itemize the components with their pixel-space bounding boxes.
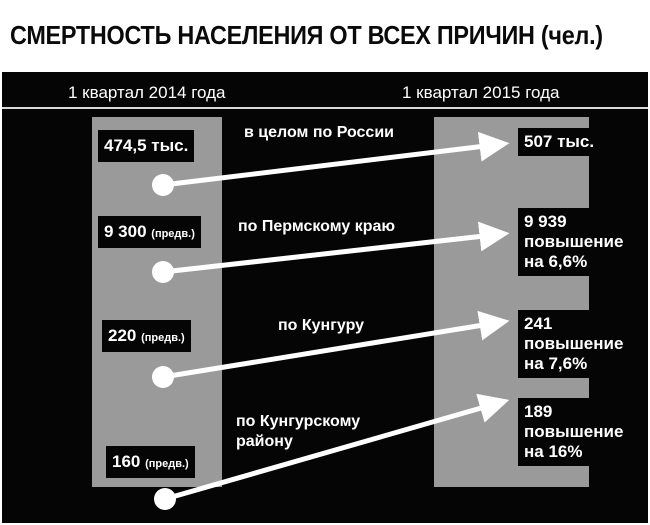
region-label-kungur-district-line-2: району xyxy=(236,433,293,450)
value-2015-perm: 9 939 повышение на 6,6% xyxy=(518,208,630,276)
region-label-kungur: по Кунгуру xyxy=(278,317,365,334)
value-2015-kungur-district: 189 повышение на 16% xyxy=(518,398,630,466)
value-2014-russia-number: 474,5 тыс. xyxy=(104,136,189,155)
arrow-russia xyxy=(152,131,510,196)
arrow-kungur-district xyxy=(154,393,510,510)
marker-dot-kungur xyxy=(152,366,174,388)
value-2015-perm-line-3: на 6,6% xyxy=(524,252,588,271)
arrow-perm xyxy=(152,221,510,283)
header-divider xyxy=(2,107,648,109)
value-2014-kungur: 220 (предв.) xyxy=(102,320,191,352)
arrow-kungur xyxy=(152,310,510,388)
value-2014-kungur-district-number: 160 xyxy=(112,452,141,471)
marker-dot-kungur-district xyxy=(154,488,176,510)
value-2015-kungur-line-1: 241 xyxy=(524,314,553,333)
column-header-2014: 1 квартал 2014 года xyxy=(68,83,226,102)
value-2014-kungur-note: (предв.) xyxy=(141,332,185,344)
marker-dot-russia xyxy=(152,174,174,196)
value-2015-perm-line-2: повышение xyxy=(524,232,624,251)
column-header-2015: 1 квартал 2015 года xyxy=(402,83,560,102)
value-2014-perm: 9 300 (предв.) xyxy=(98,216,201,248)
value-2014-kungur-number: 220 xyxy=(108,326,137,345)
value-2014-perm-number: 9 300 xyxy=(104,222,147,241)
region-label-perm: по Пермскому краю xyxy=(238,218,396,235)
value-2015-kungur-district-line-3: на 16% xyxy=(524,442,583,461)
value-2014-kungur-district-note: (предв.) xyxy=(145,458,189,470)
value-2015-kungur-line-2: повышение xyxy=(524,334,624,353)
page-title: СМЕРТНОСТЬ НАСЕЛЕНИЯ ОТ ВСЕХ ПРИЧИН (чел… xyxy=(10,20,603,50)
value-2014-russia: 474,5 тыс. xyxy=(98,130,195,162)
region-label-kungur-district: по Кунгурскому району xyxy=(236,412,360,452)
value-2014-perm-note: (предв.) xyxy=(151,228,195,240)
title-bar: СМЕРТНОСТЬ НАСЕЛЕНИЯ ОТ ВСЕХ ПРИЧИН (чел… xyxy=(2,2,648,72)
value-2015-kungur-district-line-1: 189 xyxy=(524,402,553,421)
value-2014-kungur-district: 160 (предв.) xyxy=(106,446,195,478)
region-label-russia: в целом по России xyxy=(244,124,394,141)
value-2015-perm-line-1: 9 939 xyxy=(524,212,567,231)
marker-dot-perm xyxy=(152,261,174,283)
value-2015-russia-line-1: 507 тыс. xyxy=(524,132,595,151)
value-2015-kungur: 241 повышение на 7,6% xyxy=(518,310,630,378)
region-label-kungur-district-line-1: по Кунгурскому xyxy=(236,413,361,430)
value-2015-russia: 507 тыс. xyxy=(518,128,601,156)
value-2015-kungur-line-3: на 7,6% xyxy=(524,354,588,373)
value-2015-kungur-district-line-2: повышение xyxy=(524,422,624,441)
